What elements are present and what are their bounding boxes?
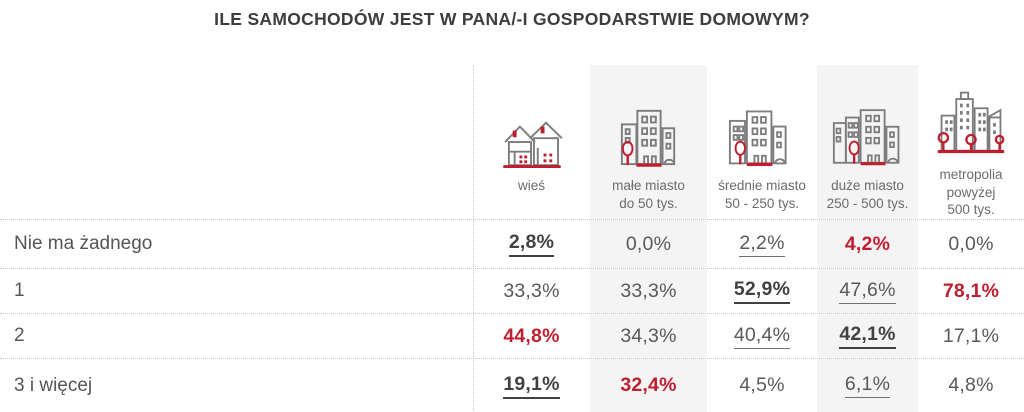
value-cell: 78,1%: [918, 269, 1024, 313]
column-header-big-city: duże miasto 250 - 500 tys.: [817, 65, 918, 219]
value-cell: 33,3%: [473, 269, 590, 313]
row-label: 1: [14, 280, 25, 301]
column-header-village: wieś: [473, 65, 590, 219]
percent-value: 47,6%: [839, 279, 896, 304]
big-city-icon: [832, 65, 904, 169]
column-label-big-city: duże miasto 250 - 500 tys.: [826, 178, 909, 211]
percent-value: 44,8%: [503, 324, 560, 347]
households-cars-table: wieś: [0, 65, 1024, 412]
column-label-small-town: małe miasto do 50 tys.: [612, 178, 685, 211]
value-cell: 4,2%: [817, 220, 918, 268]
table-row-none: Nie ma żadnego 2,8% 0,0% 2,2% 4,2% 0,0%: [0, 219, 1024, 268]
table-row-two: 2 44,8% 34,3% 40,4% 42,1% 17,1%: [0, 313, 1024, 358]
value-cell: 19,1%: [473, 359, 590, 412]
table-header-row: wieś: [0, 65, 1024, 219]
percent-value: 42,1%: [839, 323, 896, 349]
value-cell: 2,8%: [473, 220, 590, 268]
percent-value: 17,1%: [942, 324, 1000, 347]
table-left-divider: [473, 65, 474, 411]
percent-value: 40,4%: [733, 324, 791, 349]
row-label: 3 i więcej: [14, 374, 93, 396]
value-cell: 32,4%: [590, 359, 707, 412]
column-header-medium-city: średnie miasto 50 - 250 tys.: [707, 65, 817, 219]
percent-value: 78,1%: [942, 279, 1000, 302]
value-cell: 42,1%: [817, 314, 918, 358]
percent-value: 0,0%: [948, 232, 994, 255]
value-cell: 0,0%: [590, 220, 707, 268]
value-cell: 0,0%: [918, 220, 1024, 268]
percent-value: 6,1%: [844, 373, 891, 398]
percent-value: 19,1%: [503, 373, 560, 399]
small-town-icon: [618, 65, 680, 169]
table-body: Nie ma żadnego 2,8% 0,0% 2,2% 4,2% 0,0% …: [0, 219, 1024, 412]
value-cell: 47,6%: [817, 269, 918, 313]
page-title: ILE SAMOCHODÓW JEST W PANA/-I GOSPODARST…: [214, 9, 810, 29]
value-cell: 4,8%: [918, 359, 1024, 412]
percent-value: 2,2%: [739, 232, 785, 257]
percent-value: 34,3%: [620, 324, 677, 347]
percent-value: 2,8%: [508, 231, 555, 257]
village-houses-icon: [499, 65, 565, 169]
value-cell: 2,2%: [707, 220, 817, 268]
value-cell: 34,3%: [590, 314, 707, 358]
row-label: Nie ma żadnego: [14, 233, 153, 254]
value-cell: 4,5%: [707, 359, 817, 412]
metropolis-icon: [936, 65, 1006, 158]
value-cell: 52,9%: [707, 269, 817, 313]
table-row-three-plus: 3 i więcej 19,1% 32,4% 4,5% 6,1% 4,8%: [0, 358, 1024, 412]
percent-value: 32,4%: [620, 374, 677, 396]
percent-value: 52,9%: [733, 278, 791, 304]
medium-city-icon: [728, 65, 796, 169]
percent-value: 33,3%: [503, 279, 560, 302]
percent-value: 0,0%: [625, 232, 672, 255]
value-cell: 17,1%: [918, 314, 1024, 358]
row-label: 2: [14, 325, 25, 346]
percent-value: 33,3%: [620, 279, 677, 302]
value-cell: 40,4%: [707, 314, 817, 358]
percent-value: 4,5%: [739, 374, 785, 396]
percent-value: 4,8%: [948, 374, 994, 396]
column-header-small-town: małe miasto do 50 tys.: [590, 65, 707, 219]
column-label-medium-city: średnie miasto 50 - 250 tys.: [718, 178, 806, 211]
value-cell: 6,1%: [817, 359, 918, 412]
column-label-village: wieś: [517, 178, 545, 193]
value-cell: 33,3%: [590, 269, 707, 313]
column-label-metropolis: metropolia powyżej 500 tys.: [939, 167, 1003, 218]
header-label-spacer: [0, 65, 473, 219]
column-header-metropolis: metropolia powyżej 500 tys.: [918, 65, 1024, 219]
table-row-one: 1 33,3% 33,3% 52,9% 47,6% 78,1%: [0, 268, 1024, 313]
percent-value: 4,2%: [844, 232, 891, 255]
value-cell: 44,8%: [473, 314, 590, 358]
